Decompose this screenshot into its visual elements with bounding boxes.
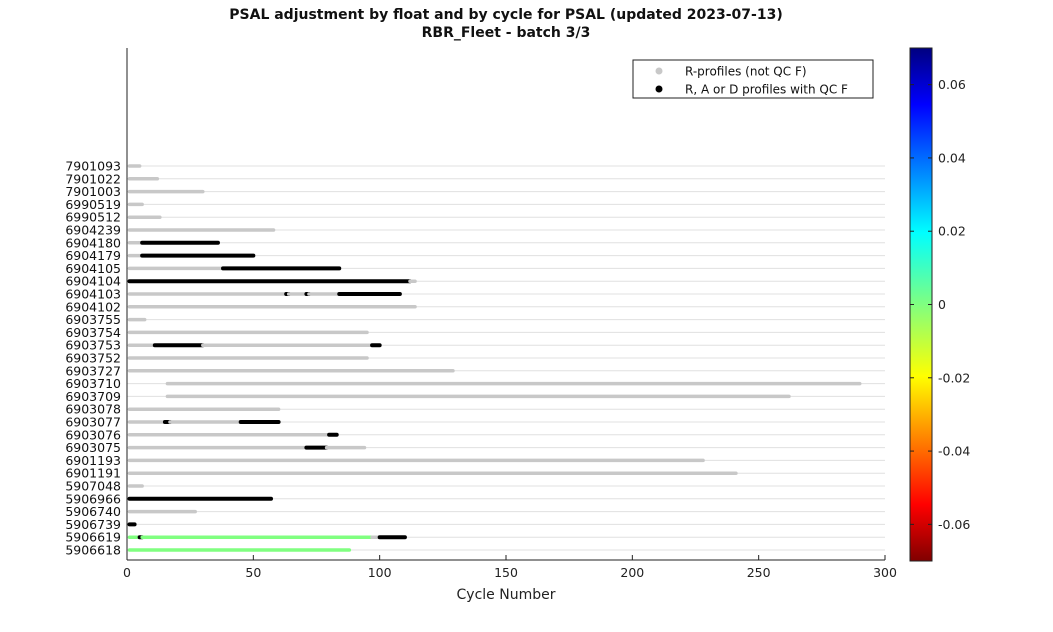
y-tick-label: 5906740 [65,504,121,519]
colorbar-tick-label: 0.02 [938,224,966,239]
y-tick-label: 6904102 [65,299,121,314]
y-tick-label: 6903078 [65,402,121,417]
legend-label: R, A or D profiles with QC F [685,83,848,97]
y-tick-label: 6903709 [65,389,121,404]
y-tick-label: 6904239 [65,223,121,238]
y-tick-label: 6990512 [65,210,121,225]
y-tick-label: 7901003 [65,184,121,199]
legend: R-profiles (not QC F) R, A or D profiles … [632,59,874,99]
x-tick-label: 50 [245,565,261,580]
colorbar: 0.06 0.04 0.02 0 -0.02 -0.04 -0.06 [909,47,970,562]
chart-title: PSAL adjustment by float and by cycle fo… [229,7,783,23]
y-tick-label: 5906966 [65,491,121,506]
y-tick-label: 6903753 [65,338,121,353]
y-tick-label: 6904179 [65,248,121,263]
y-tick-label: 6901193 [65,453,121,468]
legend-box [632,59,874,99]
x-tick-label: 100 [368,565,392,580]
y-tick-label: 6903077 [65,415,121,430]
y-tick-label: 6904180 [65,235,121,250]
y-tick-label: 6903076 [65,427,121,442]
legend-label: R-profiles (not QC F) [685,65,807,79]
y-tick-label: 5906619 [65,530,121,545]
colorbar-tick-label: -0.04 [938,444,970,459]
y-tick-label: 6903752 [65,351,121,366]
colorbar-tick-label: -0.06 [938,517,970,532]
legend-marker [655,85,663,93]
x-axis-label: Cycle Number [456,587,556,603]
y-tick-label: 5907048 [65,479,121,494]
chart-subtitle: RBR_Fleet - batch 3/3 [421,25,591,41]
x-tick-label: 200 [620,565,644,580]
x-tick-label: 250 [747,565,771,580]
y-tick-label: 6904104 [65,274,121,289]
y-tick-label: 6904103 [65,287,121,302]
y-tick-label: 6901191 [65,466,121,481]
axes: 7901093790102279010036990519699051269042… [65,48,897,580]
y-tick-label: 7901093 [65,159,121,174]
y-tick-label: 5906739 [65,517,121,532]
y-tick-label: 6903075 [65,440,121,455]
y-tick-label: 5906618 [65,543,121,558]
y-tick-label: 7901022 [65,171,121,186]
data-marks [127,164,862,552]
x-tick-label: 150 [494,565,518,580]
x-tick-label: 0 [123,565,131,580]
y-tick-label: 6904105 [65,261,121,276]
colorbar-tick-label: 0 [938,297,946,312]
colorbar-tick-label: -0.02 [938,370,970,385]
colorbar-tick-label: 0.06 [938,77,966,92]
x-tick-label: 300 [873,565,897,580]
y-tick-label: 6903710 [65,376,121,391]
y-tick-label: 6990519 [65,197,121,212]
y-tick-label: 6903727 [65,363,121,378]
legend-marker [655,67,663,75]
y-tick-label: 6903754 [65,325,121,340]
colorbar-tick-label: 0.04 [938,150,966,165]
y-tick-label: 6903755 [65,312,121,327]
